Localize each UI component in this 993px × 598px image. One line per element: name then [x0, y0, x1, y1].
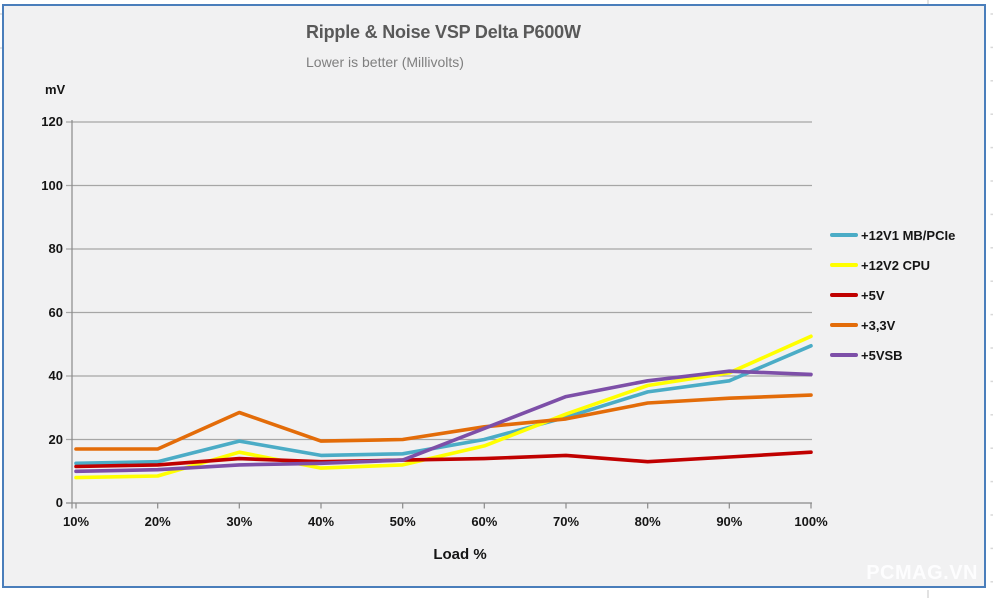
- y-tick-label-20: 20: [48, 431, 63, 447]
- legend-label: +12V1 MB/PCIe: [861, 227, 956, 243]
- legend-label: +3,3V: [861, 317, 896, 333]
- y-tick-label-100: 100: [41, 177, 63, 193]
- legend-item--3-3v: +3,3V: [830, 310, 955, 340]
- x-tick-label-90: 90%: [716, 514, 743, 529]
- y-tick-label-40: 40: [48, 368, 63, 383]
- legend-item--12v2-cpu: +12V2 CPU: [830, 250, 955, 280]
- y-tick-label-0: 0: [55, 495, 63, 510]
- x-tick-label-40: 40%: [307, 514, 335, 529]
- x-axis-title: Load %: [433, 546, 487, 563]
- x-tick-label-20: 20%: [144, 514, 171, 529]
- x-tick-label-60: 60%: [471, 514, 498, 529]
- chart-title: Ripple & Noise VSP Delta P600W: [306, 22, 581, 42]
- legend-label: +5V: [861, 287, 885, 303]
- legend-swatch: [830, 263, 858, 267]
- legend-label: +12V2 CPU: [861, 257, 931, 273]
- legend-label: +5VSB: [861, 347, 903, 363]
- y-tick-label-120: 120: [41, 114, 63, 129]
- x-tick-label-100: 100%: [794, 514, 828, 529]
- watermark-pcmag: PCMAG.VN: [866, 562, 978, 584]
- x-tick-label-70: 70%: [552, 514, 580, 529]
- x-tick-label-50: 50%: [389, 514, 416, 529]
- y-axis-unit-label: mV: [45, 82, 66, 97]
- legend-item--5v: +5V: [830, 280, 955, 310]
- chart-subtitle: Lower is better (Millivolts): [306, 54, 464, 70]
- legend-swatch: [830, 233, 858, 237]
- chart-frame: [2, 4, 986, 588]
- y-tick-label-80: 80: [48, 241, 63, 256]
- legend-swatch: [830, 353, 858, 357]
- x-tick-label-10: 10%: [62, 514, 90, 529]
- y-tick-label-60: 60: [48, 304, 63, 320]
- legend: +12V1 MB/PCIe +12V2 CPU +5V +3,3V +5VSB: [830, 220, 955, 370]
- legend-item--12v1-mb-pcie: +12V1 MB/PCIe: [830, 220, 955, 250]
- legend-item--5vsb: +5VSB: [830, 340, 955, 370]
- legend-swatch: [830, 293, 858, 297]
- title-block: Ripple & Noise VSP Delta P600W Lower is …: [306, 20, 581, 71]
- x-tick-label-80: 80%: [634, 514, 661, 529]
- x-tick-label-30: 30%: [226, 514, 253, 529]
- legend-swatch: [830, 323, 858, 327]
